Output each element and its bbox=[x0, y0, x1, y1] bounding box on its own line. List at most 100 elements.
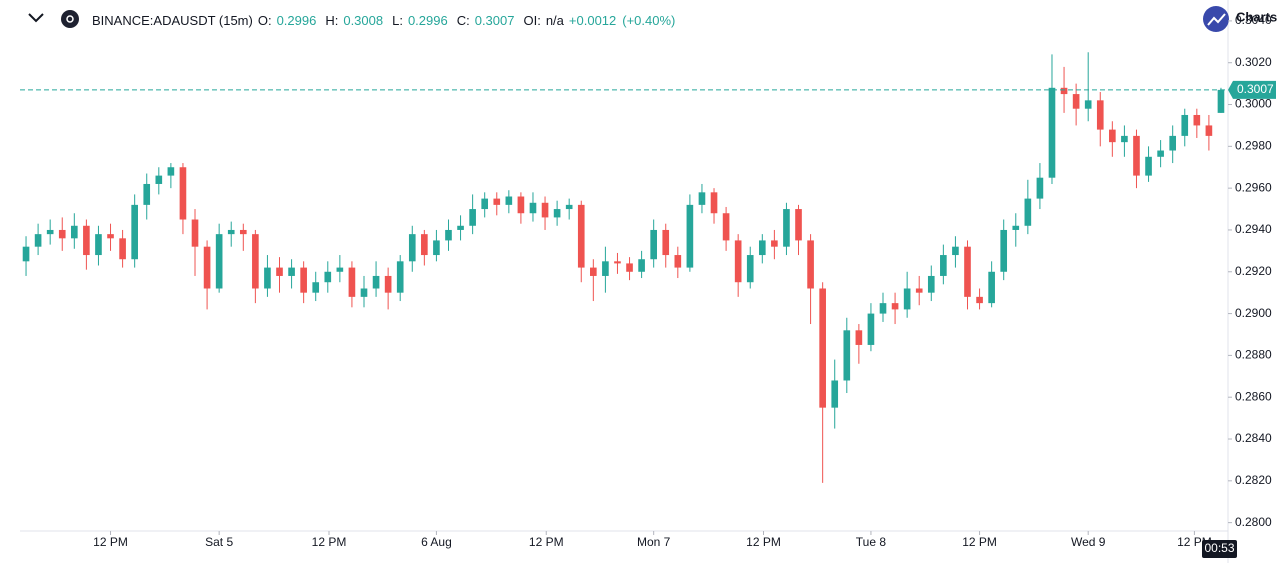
candle-body bbox=[746, 255, 754, 283]
x-tick-label: 12 PM bbox=[529, 535, 564, 549]
collapse-icon[interactable] bbox=[28, 13, 44, 23]
candle-body bbox=[203, 246, 211, 289]
candle-body bbox=[614, 261, 621, 264]
ohlc-value: 0.3008 bbox=[343, 12, 384, 28]
candle-body bbox=[855, 330, 863, 345]
candle-body bbox=[1169, 135, 1177, 151]
x-tick-label: 12 PM bbox=[312, 535, 347, 549]
candle-body bbox=[1157, 150, 1164, 157]
candle-body bbox=[1024, 198, 1032, 226]
candle-body bbox=[239, 229, 247, 235]
candle-body bbox=[95, 234, 102, 256]
candle-body bbox=[758, 240, 766, 256]
candle-body bbox=[288, 267, 295, 276]
exchange-icon-inner bbox=[66, 15, 74, 23]
candle-body bbox=[312, 282, 320, 293]
candle-body bbox=[457, 225, 464, 230]
candle-body bbox=[590, 267, 597, 276]
change: +0.0012 bbox=[568, 12, 617, 28]
candle-body bbox=[481, 198, 489, 210]
candle-body bbox=[1000, 229, 1008, 272]
ohlc-label: O: bbox=[257, 12, 272, 28]
ohlc-label: H: bbox=[325, 12, 339, 28]
x-tick-label: 6 Aug bbox=[421, 535, 452, 549]
candle-body bbox=[976, 296, 983, 304]
candle-body bbox=[1217, 89, 1225, 113]
ohlc-value: 0.3007 bbox=[474, 12, 515, 28]
candle-body bbox=[686, 204, 694, 268]
candle-body bbox=[1181, 114, 1189, 136]
candle-body bbox=[1012, 225, 1020, 230]
x-tick-label: 12 PM bbox=[962, 535, 997, 549]
last-price-label: 0.3007 bbox=[1237, 82, 1274, 96]
candle-body bbox=[1205, 125, 1213, 136]
candle-body bbox=[1096, 100, 1104, 130]
candle-body bbox=[541, 202, 549, 218]
candle-body bbox=[1109, 129, 1116, 143]
brand-logo-mark bbox=[1207, 13, 1226, 26]
candle-body bbox=[722, 213, 730, 241]
candle-body bbox=[348, 267, 356, 297]
candle-body bbox=[1036, 177, 1044, 199]
candle-body bbox=[433, 240, 440, 256]
y-tick-label: 0.3020 bbox=[1235, 55, 1272, 69]
x-tick-label: 12 PM bbox=[93, 535, 128, 549]
y-tick-label: 0.2980 bbox=[1235, 139, 1272, 153]
candle-body bbox=[408, 234, 416, 262]
candle-body bbox=[1133, 135, 1140, 176]
brand-name: Charts bbox=[1236, 9, 1277, 24]
candle-body bbox=[1193, 114, 1201, 126]
candle-body bbox=[529, 202, 537, 214]
candle-body bbox=[70, 225, 78, 239]
x-tick-label: Sat 5 bbox=[205, 535, 233, 549]
candle-body bbox=[131, 204, 138, 260]
candle-body bbox=[493, 198, 501, 205]
candle-body bbox=[372, 275, 380, 289]
candle-body bbox=[1145, 156, 1152, 176]
candle-body bbox=[155, 175, 163, 184]
candle-body bbox=[264, 267, 271, 289]
y-tick-label: 0.2800 bbox=[1235, 515, 1272, 529]
candle-body bbox=[626, 263, 633, 272]
y-tick-label: 0.3000 bbox=[1235, 97, 1272, 111]
y-tick-label: 0.2880 bbox=[1235, 348, 1272, 362]
candle-body bbox=[734, 240, 742, 283]
candle-body bbox=[276, 267, 283, 276]
y-tick-label: 0.2960 bbox=[1235, 180, 1272, 194]
candle-body bbox=[650, 229, 657, 260]
candle-body bbox=[191, 219, 199, 247]
candle-body bbox=[783, 209, 790, 247]
legend: BINANCE:ADAUSDT (15m) O: 0.2996 H: 0.3008 … bbox=[26, 10, 684, 30]
y-tick-label: 0.2820 bbox=[1235, 473, 1272, 487]
candle-body bbox=[384, 275, 392, 293]
candle-body bbox=[227, 229, 235, 235]
candle-body bbox=[46, 229, 54, 235]
candle-body bbox=[819, 288, 826, 408]
candle-body bbox=[300, 267, 307, 293]
y-tick-label: 0.2920 bbox=[1235, 264, 1272, 278]
candle-body bbox=[34, 234, 42, 247]
x-tick-label: Tue 8 bbox=[856, 535, 887, 549]
candle-body bbox=[360, 288, 368, 297]
candle-body bbox=[795, 209, 802, 241]
candle-body bbox=[553, 209, 561, 218]
candle-body bbox=[952, 246, 959, 256]
candle-body bbox=[927, 275, 935, 293]
ohlc-label: OI: bbox=[523, 12, 541, 28]
candle-body bbox=[1121, 135, 1128, 143]
candle-body bbox=[940, 255, 947, 276]
candle-body bbox=[807, 240, 814, 289]
candle-body bbox=[396, 261, 404, 293]
candle-body bbox=[674, 255, 682, 268]
x-tick-label: 12 PM bbox=[746, 535, 781, 549]
candle-body bbox=[915, 288, 923, 293]
candle-body bbox=[1048, 87, 1056, 178]
y-tick-label: 0.3040 bbox=[1235, 13, 1272, 27]
countdown-box bbox=[1202, 540, 1237, 558]
candle-body bbox=[771, 240, 778, 247]
candle-body bbox=[324, 271, 332, 283]
countdown: 00:53 bbox=[1204, 541, 1234, 555]
ohlc-label: L: bbox=[392, 12, 403, 28]
candle-body bbox=[505, 196, 513, 205]
candle-body bbox=[22, 246, 30, 262]
